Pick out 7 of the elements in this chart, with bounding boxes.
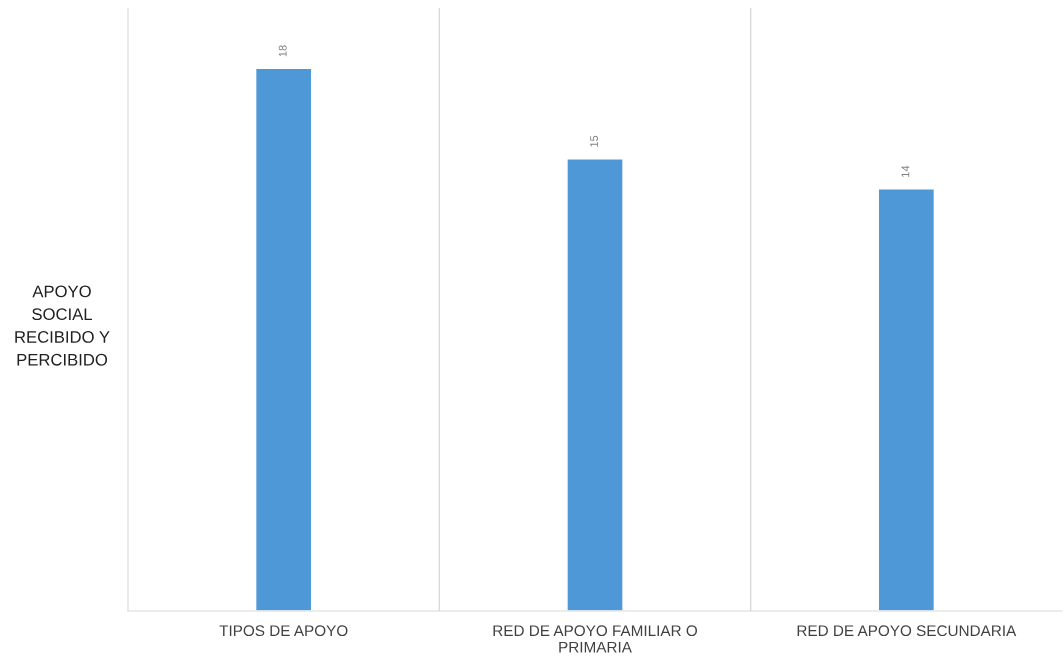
data-label: 14	[901, 165, 910, 177]
x-tick-label: TIPOS DE APOYO	[219, 625, 348, 637]
x-tick-label: RED DE APOYO SECUNDARIA	[797, 625, 1017, 637]
x-tick-label: RED DE APOYO FAMILIAR O PRIMARIA	[493, 625, 697, 653]
data-label: 18	[278, 45, 287, 57]
data-label: 15	[590, 135, 598, 147]
y-axis-title: APOYO SOCIAL RECIBIDO Y PERCIBIDO	[15, 285, 110, 366]
